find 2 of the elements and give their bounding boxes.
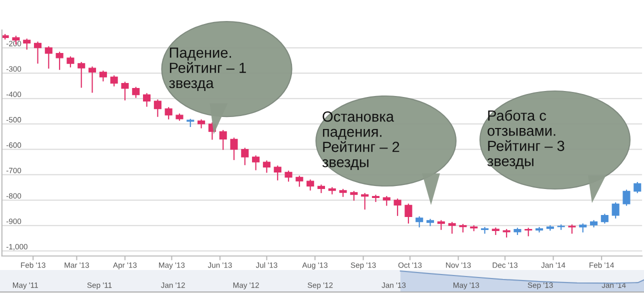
- annotation: Падение. Рейтинг – 1 звезда: [169, 48, 246, 91]
- annotation: Работа с отзывами. Рейтинг – 3 звезды: [487, 110, 564, 170]
